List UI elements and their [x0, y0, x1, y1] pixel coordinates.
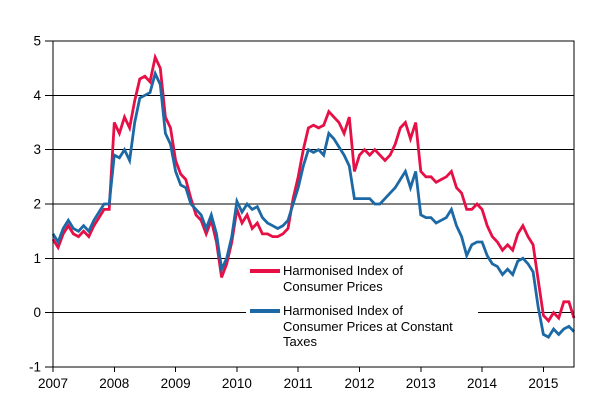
x-tick-label: 2008: [99, 376, 129, 391]
y-tick-label: 1: [33, 251, 41, 266]
x-tick-label: 2010: [222, 376, 252, 391]
legend-entry-hicp-ct: Harmonised Index of Consumer Prices at C…: [250, 303, 478, 350]
legend-entry-hicp: Harmonised Index of Consumer Prices: [250, 263, 478, 294]
legend-label-hicp: Harmonised Index of Consumer Prices: [283, 263, 403, 294]
y-tick-label: -1: [29, 360, 41, 375]
hicp-series-line: [51, 52, 576, 324]
legend-label-line: Consumer Prices: [283, 278, 383, 294]
legend-label-hicp-ct: Harmonised Index of Consumer Prices at C…: [283, 303, 453, 350]
legend-label-line: Harmonised Index of: [283, 303, 403, 318]
x-tick-label: 2009: [161, 376, 191, 391]
hicp-ct-line-swatch: [250, 309, 280, 313]
x-tick-label: 2015: [528, 376, 558, 391]
hicp-ct-series-line: [51, 69, 576, 339]
legend-label-line: Harmonised Index of: [283, 263, 403, 278]
chart-legend: Harmonised Index of Consumer Prices Harm…: [246, 261, 478, 354]
hicp-line-swatch: [250, 269, 280, 273]
legend-label-line: Taxes: [283, 334, 317, 349]
y-tick-label: 3: [33, 142, 41, 157]
y-tick-label: 5: [33, 34, 41, 49]
x-tick-label: 2013: [406, 376, 436, 391]
y-tick-label: 0: [33, 305, 41, 320]
legend-label-line: Consumer Prices at Constant: [283, 318, 453, 334]
x-tick-label: 2012: [344, 376, 374, 391]
y-tick-label: 2: [33, 197, 41, 212]
y-tick-label: 4: [33, 88, 41, 103]
x-tick-label: 2011: [284, 376, 313, 391]
x-tick-label: 2007: [38, 376, 68, 391]
x-tick-label: 2014: [467, 376, 498, 391]
